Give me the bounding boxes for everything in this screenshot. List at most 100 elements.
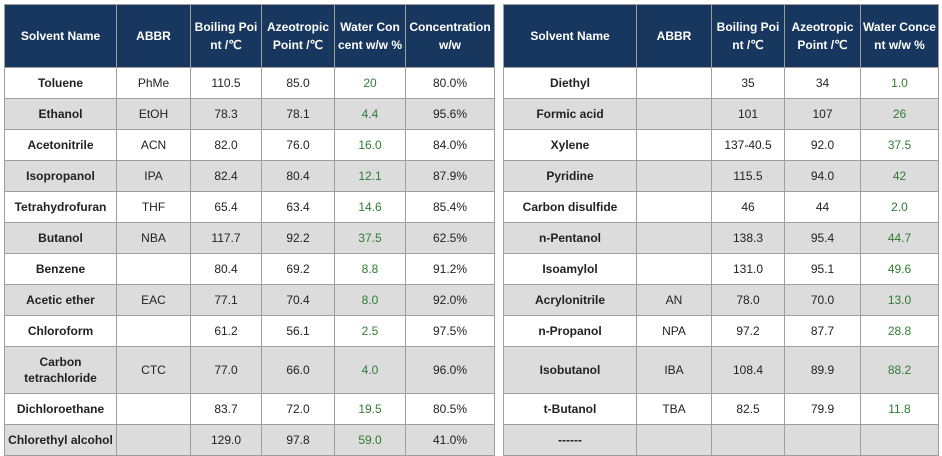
- column-header: Azeotropic Point /℃: [784, 4, 861, 68]
- abbr-cell: AN: [636, 284, 712, 316]
- water-concent-cell: 59.0: [334, 424, 406, 456]
- right-solvent-table: Solvent Name ABBR Boiling Point /℃ Azeotrop…: [503, 4, 939, 456]
- boiling-point-cell: 35: [711, 67, 785, 99]
- abbr-cell: [636, 129, 712, 161]
- azeotropic-point-cell: 92.0: [784, 129, 861, 161]
- boiling-point-cell: 78.0: [711, 284, 785, 316]
- concentration-cell: 84.0%: [405, 129, 495, 161]
- boiling-point-cell: 97.2: [711, 315, 785, 347]
- solvent-name-cell: Dichloroethane: [4, 393, 117, 425]
- table-row: Isoamylol 131.0 95.1 49.6: [503, 253, 939, 285]
- water-concent-cell: 4.4: [334, 98, 406, 130]
- solvent-name-cell: Acrylonitrile: [503, 284, 637, 316]
- table-separator: [496, 4, 501, 452]
- table-row: Carbon disulfide 46 44 2.0: [503, 191, 939, 223]
- azeotropic-point-cell: 107: [784, 98, 861, 130]
- abbr-cell: CTC: [116, 346, 191, 394]
- azeotropic-point-cell: 92.2: [261, 222, 335, 254]
- boiling-point-cell: 117.7: [190, 222, 262, 254]
- azeotropic-point-cell: 79.9: [784, 393, 861, 425]
- table-row: Xylene 137-40.5 92.0 37.5: [503, 129, 939, 161]
- solvent-name-cell: Carbon tetrachloride: [4, 346, 117, 394]
- column-header: ABBR: [636, 4, 712, 68]
- concentration-cell: 91.2%: [405, 253, 495, 285]
- abbr-cell: [636, 253, 712, 285]
- table-row: Isobutanol IBA 108.4 89.9 88.2: [503, 346, 939, 394]
- column-header: Solvent Name: [503, 4, 637, 68]
- left-header-row: Solvent Name ABBR Boiling Point /℃ Azeotrop…: [4, 4, 495, 68]
- azeotropic-point-cell: 94.0: [784, 160, 861, 192]
- table-row: Acetic ether EAC 77.1 70.4 8.0 92.0%: [4, 284, 495, 316]
- table-row: Dichloroethane 83.7 72.0 19.5 80.5%: [4, 393, 495, 425]
- concentration-cell: 97.5%: [405, 315, 495, 347]
- azeotropic-point-cell: 95.1: [784, 253, 861, 285]
- abbr-cell: EAC: [116, 284, 191, 316]
- boiling-point-cell: 61.2: [190, 315, 262, 347]
- table-row: Acrylonitrile AN 78.0 70.0 13.0: [503, 284, 939, 316]
- boiling-point-cell: 46: [711, 191, 785, 223]
- azeotropic-point-cell: 76.0: [261, 129, 335, 161]
- azeotropic-point-cell: 63.4: [261, 191, 335, 223]
- concentration-cell: 85.4%: [405, 191, 495, 223]
- water-concent-cell: 1.0: [860, 67, 939, 99]
- concentration-cell: 96.0%: [405, 346, 495, 394]
- boiling-point-cell: 77.0: [190, 346, 262, 394]
- table-row: Acetonitrile ACN 82.0 76.0 16.0 84.0%: [4, 129, 495, 161]
- solvent-name-cell: Tetrahydrofuran: [4, 191, 117, 223]
- water-concent-cell: [860, 424, 939, 456]
- boiling-point-cell: 65.4: [190, 191, 262, 223]
- solvent-name-cell: Toluene: [4, 67, 117, 99]
- water-concent-cell: 26: [860, 98, 939, 130]
- abbr-cell: THF: [116, 191, 191, 223]
- abbr-cell: [636, 160, 712, 192]
- table-row: Benzene 80.4 69.2 8.8 91.2%: [4, 253, 495, 285]
- table-row: Formic acid 101 107 26: [503, 98, 939, 130]
- water-concent-cell: 19.5: [334, 393, 406, 425]
- water-concent-cell: 28.8: [860, 315, 939, 347]
- water-concent-cell: 4.0: [334, 346, 406, 394]
- abbr-cell: [636, 222, 712, 254]
- abbr-cell: PhMe: [116, 67, 191, 99]
- column-header: ABBR: [116, 4, 191, 68]
- azeotropic-point-cell: 97.8: [261, 424, 335, 456]
- abbr-cell: [116, 253, 191, 285]
- azeotropic-point-cell: 44: [784, 191, 861, 223]
- azeotropic-point-cell: 69.2: [261, 253, 335, 285]
- azeotropic-point-cell: 70.4: [261, 284, 335, 316]
- solvent-name-cell: Acetonitrile: [4, 129, 117, 161]
- right-table-body: Diethyl 35 34 1.0 Formic acid 101 107 26 Xylene 1…: [503, 67, 939, 456]
- table-row: Pyridine 115.5 94.0 42: [503, 160, 939, 192]
- abbr-cell: NBA: [116, 222, 191, 254]
- abbr-cell: IBA: [636, 346, 712, 394]
- table-row: Chlorethyl alcohol 129.0 97.8 59.0 41.0%: [4, 424, 495, 456]
- solvent-name-cell: Chloroform: [4, 315, 117, 347]
- boiling-point-cell: 78.3: [190, 98, 262, 130]
- table-row: Ethanol EtOH 78.3 78.1 4.4 95.6%: [4, 98, 495, 130]
- boiling-point-cell: 77.1: [190, 284, 262, 316]
- table-row: Toluene PhMe 110.5 85.0 20 80.0%: [4, 67, 495, 99]
- azeotropic-point-cell: 70.0: [784, 284, 861, 316]
- solvent-name-cell: Ethanol: [4, 98, 117, 130]
- abbr-cell: ACN: [116, 129, 191, 161]
- abbr-cell: [116, 315, 191, 347]
- azeotropic-point-cell: 85.0: [261, 67, 335, 99]
- azeotropic-point-cell: 80.4: [261, 160, 335, 192]
- table-row: ------: [503, 424, 939, 456]
- azeotropic-point-cell: 72.0: [261, 393, 335, 425]
- solvent-name-cell: ------: [503, 424, 637, 456]
- solvent-name-cell: Chlorethyl alcohol: [4, 424, 117, 456]
- abbr-cell: [636, 191, 712, 223]
- concentration-cell: 80.0%: [405, 67, 495, 99]
- abbr-cell: EtOH: [116, 98, 191, 130]
- water-concent-cell: 49.6: [860, 253, 939, 285]
- abbr-cell: [636, 424, 712, 456]
- column-header: Solvent Name: [4, 4, 117, 68]
- boiling-point-cell: [711, 424, 785, 456]
- table-row: Carbon tetrachloride CTC 77.0 66.0 4.0 96.0%: [4, 346, 495, 394]
- abbr-cell: [636, 98, 712, 130]
- water-concent-cell: 37.5: [860, 129, 939, 161]
- water-concent-cell: 37.5: [334, 222, 406, 254]
- abbr-cell: TBA: [636, 393, 712, 425]
- boiling-point-cell: 101: [711, 98, 785, 130]
- concentration-cell: 62.5%: [405, 222, 495, 254]
